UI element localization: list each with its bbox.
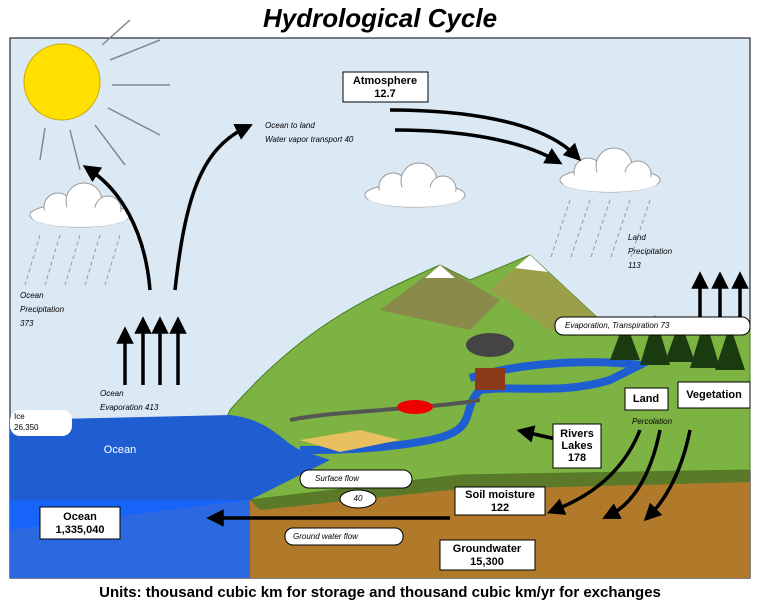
factory: [475, 368, 505, 390]
label: 122: [491, 502, 509, 514]
label: Vegetation: [686, 389, 742, 401]
evapotranspiration-box: [554, 316, 751, 336]
label: Rivers: [560, 428, 594, 440]
label: Precipitation: [628, 247, 673, 256]
label: Ice: [14, 412, 25, 421]
ground-flow-box: [284, 527, 404, 546]
surface-flow-value-box: [339, 489, 377, 509]
label: Ocean to land: [265, 121, 315, 130]
label: 178: [568, 452, 586, 464]
label: 12.7: [374, 88, 395, 100]
fields: [300, 430, 400, 452]
label: 26,350: [14, 423, 39, 432]
label: Lakes: [561, 440, 592, 452]
rain: [24, 199, 651, 286]
arrows: [82, 108, 749, 527]
land-box: [624, 387, 669, 411]
label: Atmosphere: [353, 75, 417, 87]
ice: [10, 410, 72, 436]
label: 40: [354, 494, 363, 503]
label: Ocean: [63, 511, 97, 523]
label: 373: [20, 319, 34, 328]
label: Ocean: [100, 389, 124, 398]
label: Soil moisture: [465, 489, 535, 501]
labels: Atmosphere 12.7 Ocean to land Water vapo…: [14, 71, 751, 571]
road: [289, 398, 481, 422]
label: Percolation: [632, 417, 673, 426]
trees: [610, 315, 745, 370]
label: Ocean: [104, 444, 136, 456]
label: Water vapor transport 40: [265, 135, 354, 144]
units-note: Units: thousand cubic km for storage and…: [99, 584, 661, 601]
label: Ocean: [20, 291, 44, 300]
smoke: [466, 333, 514, 357]
label: Ground water flow: [293, 532, 359, 541]
title: Hydrological Cycle: [263, 3, 497, 33]
soil-box: [454, 486, 546, 516]
groundwater-box: [439, 539, 536, 571]
label: 1,335,040: [56, 524, 105, 536]
label: Precipitation: [20, 305, 65, 314]
label: 15,300: [470, 556, 504, 568]
label: Land: [628, 233, 646, 242]
label: Groundwater: [453, 543, 522, 555]
ocean-box: [39, 506, 121, 540]
car: [397, 400, 433, 414]
label: 113: [628, 261, 641, 270]
label: Evaporation, Transpiration 73: [565, 321, 670, 330]
label: Land: [633, 393, 659, 405]
sun: [23, 19, 170, 171]
label: Evaporation 413: [100, 403, 159, 412]
vegetation-box: [677, 381, 751, 409]
rivers-box: [552, 423, 602, 469]
label: Surface flow: [315, 474, 360, 483]
atmosphere-box: [342, 71, 429, 103]
surface-flow-box: [299, 469, 413, 489]
